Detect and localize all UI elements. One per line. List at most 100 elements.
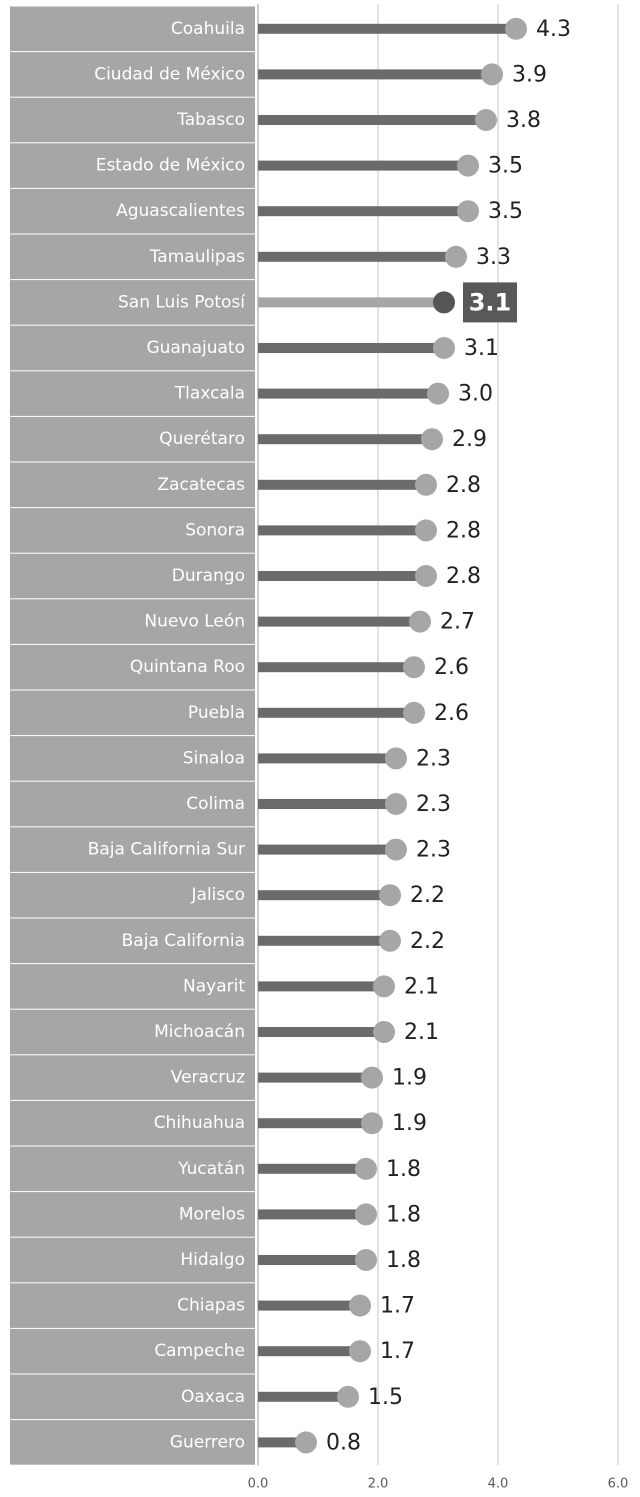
dot <box>481 63 503 86</box>
value-label: 2.1 <box>404 1020 439 1045</box>
category-box <box>10 1237 255 1283</box>
value-label: 3.5 <box>488 154 523 179</box>
dot <box>355 1157 377 1180</box>
dot <box>373 1021 395 1043</box>
category-label: Querétaro <box>159 429 245 449</box>
dot <box>337 1385 359 1408</box>
value-label: 2.3 <box>416 838 451 863</box>
category-box <box>10 1100 255 1146</box>
category-box <box>10 280 255 325</box>
category-box <box>10 1420 255 1465</box>
value-label: 2.6 <box>434 701 469 726</box>
category-label: Baja California Sur <box>88 840 245 860</box>
dot <box>505 17 527 40</box>
bar <box>258 115 486 125</box>
value-label: 3.3 <box>476 245 511 270</box>
category-label: Campeche <box>154 1341 245 1361</box>
category-label: Ciudad de México <box>94 64 245 84</box>
category-box <box>10 553 255 599</box>
bar <box>258 388 438 399</box>
bar <box>258 571 426 581</box>
bar <box>258 799 396 809</box>
bar <box>258 479 426 490</box>
bar <box>258 981 384 992</box>
category-box <box>10 690 255 736</box>
category-label: Nayarit <box>183 976 245 996</box>
value-label: 1.7 <box>380 1294 415 1319</box>
category-box <box>10 872 255 918</box>
bar <box>258 1072 372 1083</box>
x-tick-label: 4.0 <box>488 1477 509 1492</box>
dot <box>295 1431 317 1454</box>
category-label: Tabasco <box>176 110 245 130</box>
bar <box>258 707 414 718</box>
value-label: 2.9 <box>452 427 487 452</box>
value-label: 3.1 <box>464 336 499 361</box>
category-label: Veracruz <box>171 1068 245 1088</box>
value-label: 2.7 <box>440 610 475 635</box>
bar <box>258 1209 366 1220</box>
x-tick-label: 6.0 <box>608 1477 629 1492</box>
dot <box>415 565 437 587</box>
value-label: 4.3 <box>536 17 571 42</box>
category-label: Michoacán <box>154 1022 245 1042</box>
category-box <box>10 1146 255 1192</box>
category-box <box>10 143 255 188</box>
bar <box>258 616 420 627</box>
category-label: Morelos <box>179 1204 245 1224</box>
bar <box>258 844 396 855</box>
category-label: Colima <box>186 794 245 814</box>
dot <box>361 1066 383 1089</box>
bar <box>258 1118 372 1129</box>
value-label: 1.5 <box>368 1385 403 1410</box>
value-label: 1.9 <box>392 1111 427 1136</box>
category-label: Puebla <box>188 703 245 723</box>
category-box <box>10 1009 255 1055</box>
category-label: Yucatán <box>177 1159 245 1179</box>
category-box <box>10 1374 255 1420</box>
category-label: Estado de México <box>96 156 245 176</box>
dot <box>457 200 479 223</box>
value-label: 2.6 <box>434 655 469 680</box>
category-box <box>10 1055 255 1100</box>
dot <box>349 1294 371 1317</box>
category-box <box>10 1192 255 1237</box>
bar <box>258 890 390 901</box>
category-label: Sonora <box>185 520 245 540</box>
category-box <box>10 644 255 690</box>
value-label: 2.8 <box>446 564 481 589</box>
category-box <box>10 508 255 553</box>
bar <box>258 753 396 764</box>
bar <box>258 297 444 308</box>
dot <box>403 701 425 724</box>
category-box <box>10 736 255 781</box>
bar <box>258 1300 360 1311</box>
value-label: 3.0 <box>458 382 493 407</box>
dot <box>415 473 437 496</box>
x-tick-label: 2.0 <box>368 1477 389 1492</box>
value-label: 3.8 <box>506 108 541 133</box>
dot <box>445 245 467 268</box>
category-box <box>10 234 255 280</box>
category-label: Guanajuato <box>146 338 245 358</box>
category-box <box>10 52 255 97</box>
value-label: 3.5 <box>488 199 523 224</box>
bar <box>258 1391 348 1402</box>
dot <box>385 838 407 861</box>
bar <box>258 1437 306 1448</box>
category-label: Coahuila <box>171 19 245 39</box>
category-label: Aguascalientes <box>116 201 245 221</box>
category-box <box>10 416 255 462</box>
dot <box>355 1249 377 1271</box>
category-box <box>10 781 255 827</box>
dot <box>361 1112 383 1135</box>
dot <box>385 747 407 770</box>
dot <box>379 884 401 907</box>
category-label: Hidalgo <box>180 1250 245 1270</box>
category-label: San Luis Potosí <box>118 292 246 312</box>
category-box <box>10 462 255 508</box>
category-box <box>10 97 255 143</box>
category-box <box>10 6 255 52</box>
bar <box>258 343 444 353</box>
